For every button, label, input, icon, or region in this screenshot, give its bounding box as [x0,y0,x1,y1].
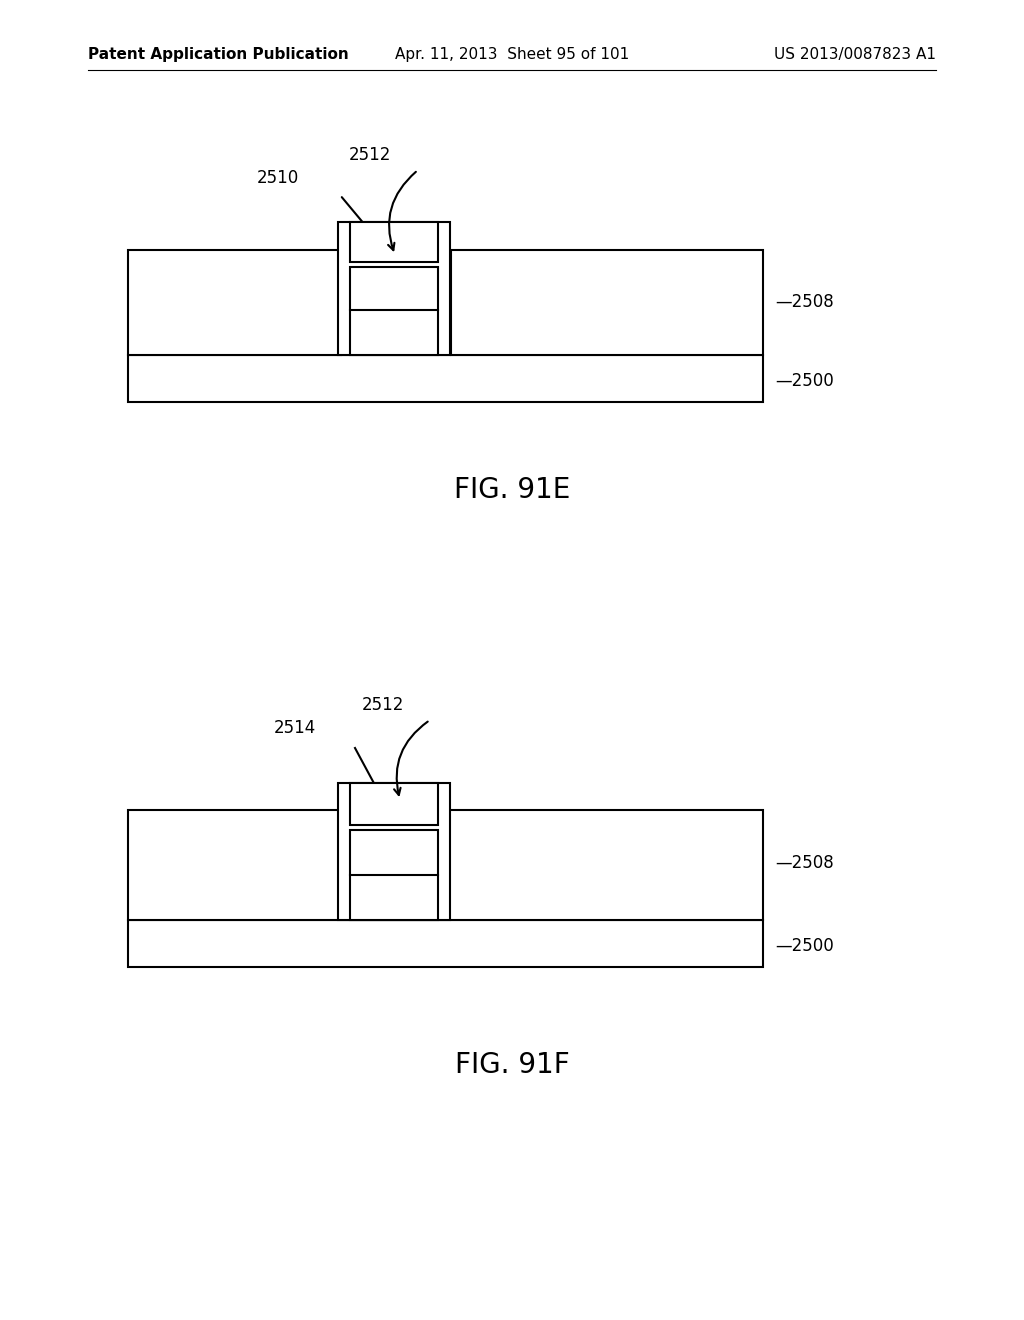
Bar [350,830,438,920]
Text: Patent Application Publication: Patent Application Publication [88,48,349,62]
Bar [338,783,450,920]
Text: —2508: —2508 [775,293,834,312]
Text: —2508: —2508 [775,854,834,873]
Text: —2500: —2500 [775,937,834,954]
Bar [128,810,763,920]
Text: FIG. 91E: FIG. 91E [454,477,570,504]
Text: —2500: —2500 [775,372,834,389]
Text: 2514: 2514 [273,719,316,737]
Bar [451,249,763,355]
Bar [350,267,438,355]
Text: US 2013/0087823 A1: US 2013/0087823 A1 [774,48,936,62]
Text: 2512: 2512 [349,147,391,164]
FancyArrowPatch shape [388,172,416,251]
Bar [350,783,438,825]
Bar [350,222,438,261]
Text: 2510: 2510 [257,169,299,187]
Bar [338,222,450,355]
Text: FIG. 91F: FIG. 91F [455,1051,569,1078]
Text: Apr. 11, 2013  Sheet 95 of 101: Apr. 11, 2013 Sheet 95 of 101 [395,48,629,62]
Bar [128,355,763,403]
FancyArrowPatch shape [394,722,428,795]
Bar [128,920,763,968]
Bar [128,249,341,355]
Text: 2512: 2512 [361,696,404,714]
